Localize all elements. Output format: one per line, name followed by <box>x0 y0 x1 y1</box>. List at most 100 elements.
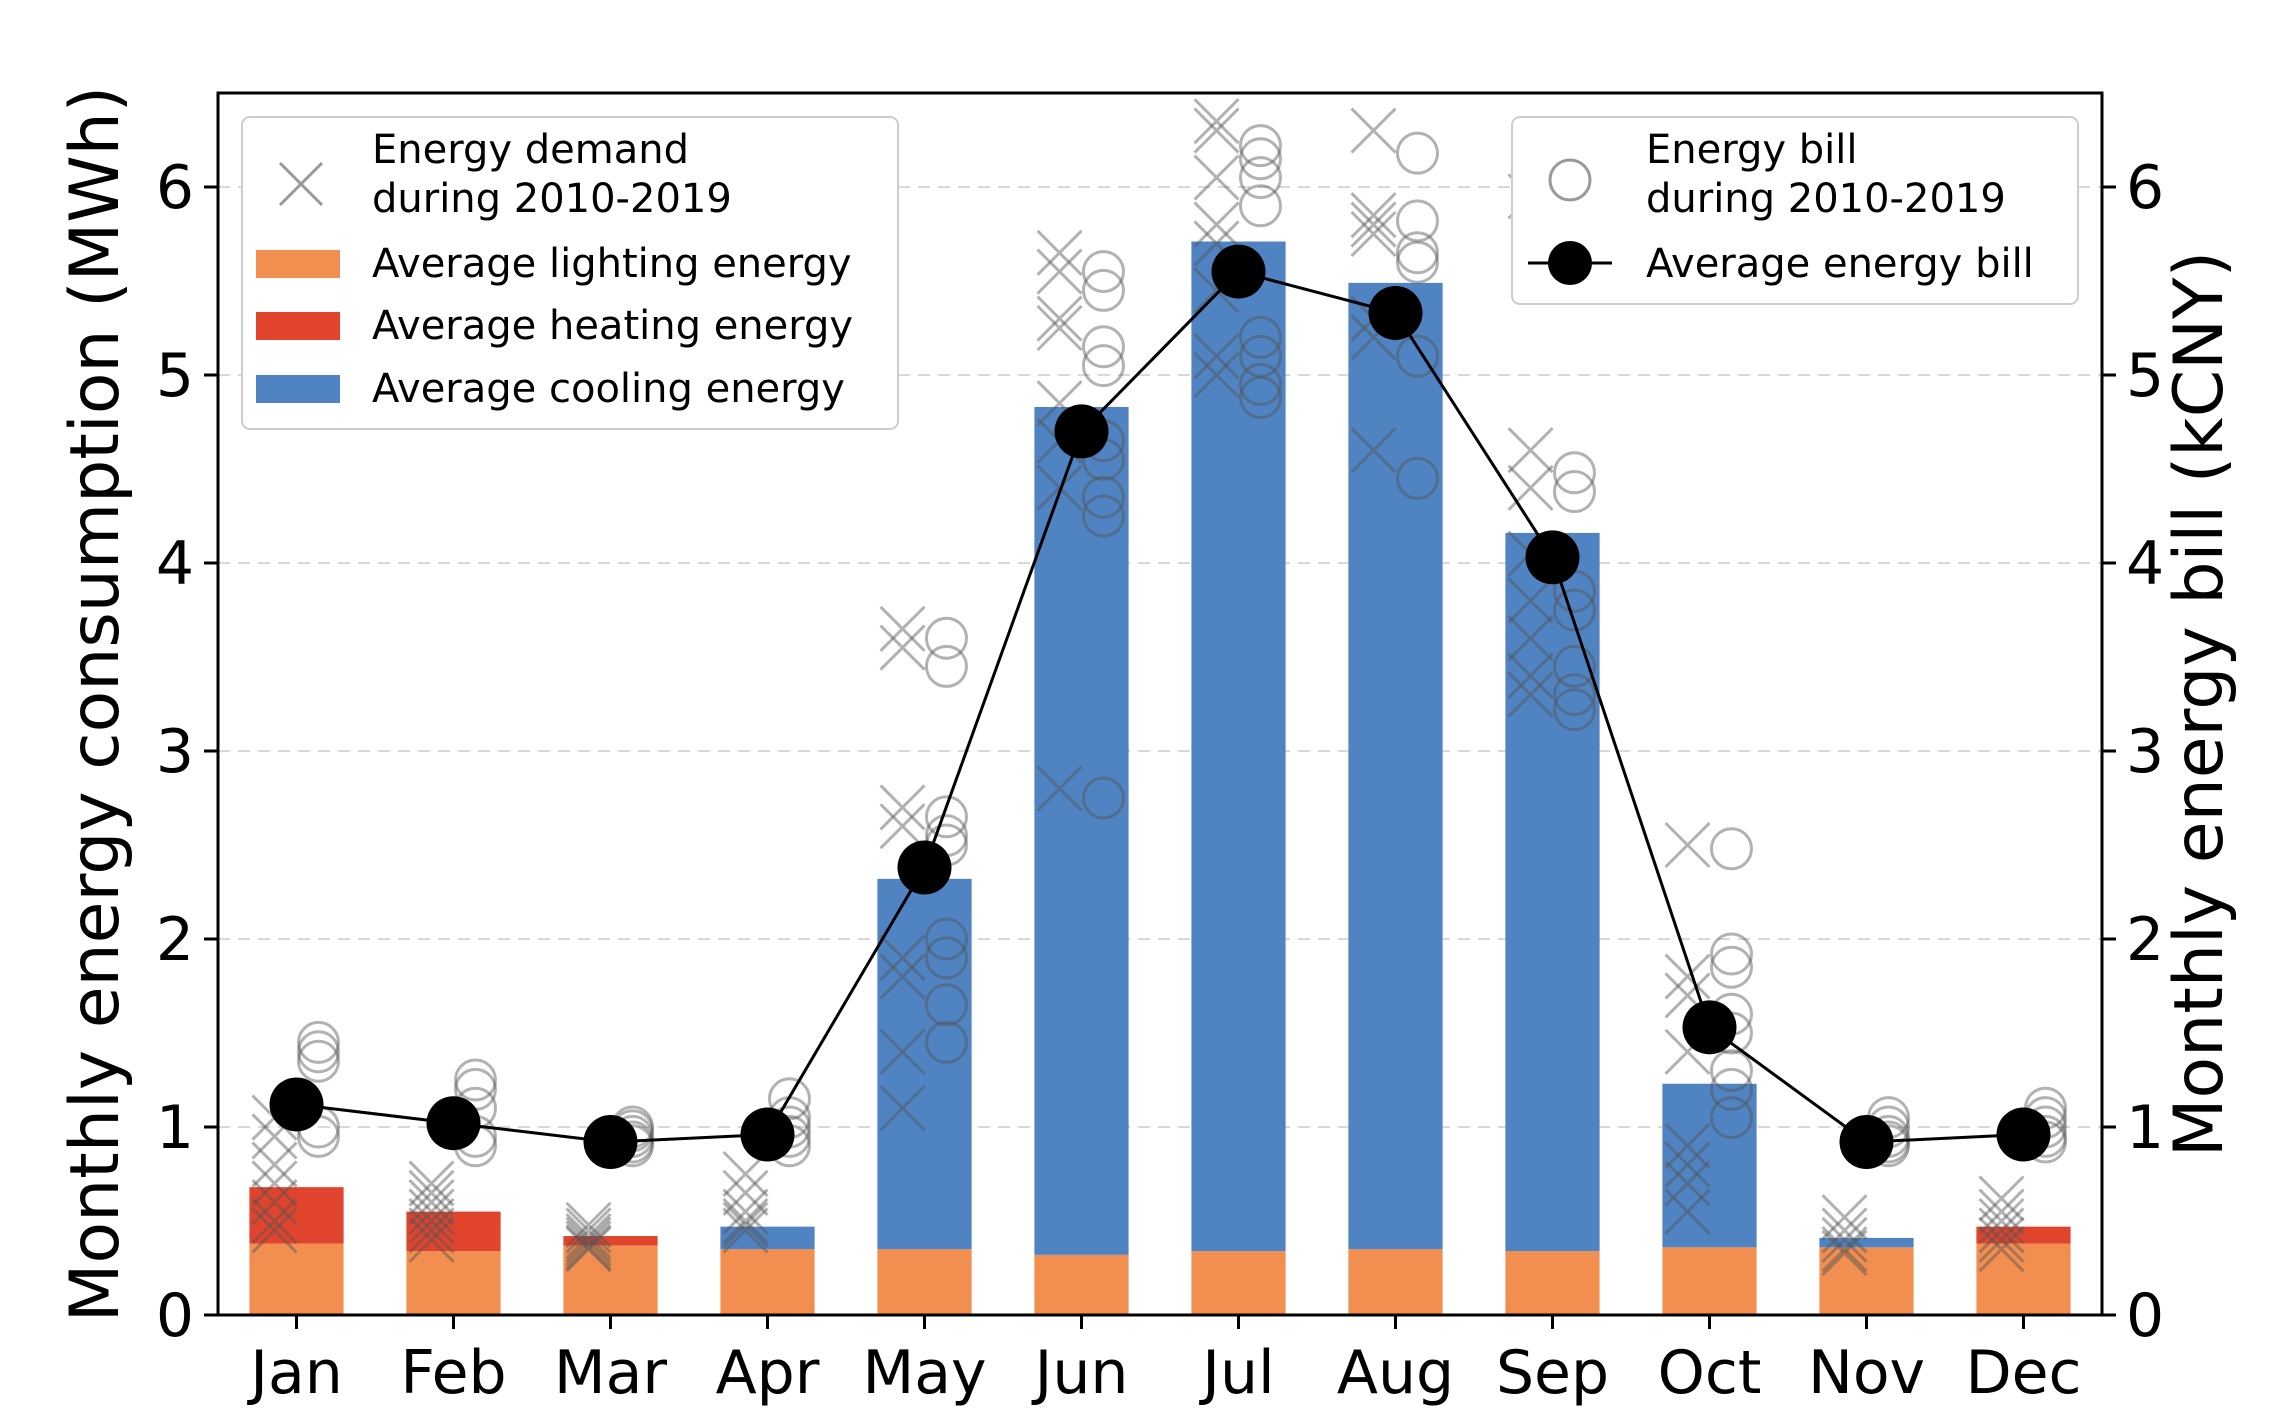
bill-marker <box>1395 131 1439 175</box>
demand-marker-stroke <box>1821 1226 1868 1273</box>
demand-marker <box>879 803 926 850</box>
demand-marker <box>722 1169 769 1216</box>
bar-average-cooling-energy <box>1819 1237 1914 1248</box>
demand-marker <box>1664 821 1711 869</box>
demand-marker <box>1978 1207 2025 1254</box>
demand-marker-stroke <box>408 1207 455 1254</box>
bill-marker <box>1552 673 1596 717</box>
demand-marker-stroke <box>1978 1175 2025 1222</box>
demand-marker-stroke <box>1193 351 1240 399</box>
demand-marker <box>1507 615 1554 662</box>
demand-marker-stroke <box>1664 1160 1711 1207</box>
demand-marker-stroke <box>879 1085 926 1132</box>
demand-marker <box>1036 464 1083 511</box>
bill-marker <box>1395 240 1439 284</box>
bill-marker <box>1709 932 1753 976</box>
demand-marker <box>1664 953 1711 1000</box>
demand-marker <box>879 934 926 981</box>
bar-average-heating-energy <box>406 1211 501 1252</box>
bill-marker <box>1081 494 1125 538</box>
demand-marker-stroke <box>722 1188 769 1235</box>
bill-marker <box>1081 250 1125 294</box>
demand-marker-stroke <box>1193 351 1240 399</box>
bill-marker <box>1081 344 1125 388</box>
demand-marker-stroke <box>722 1201 769 1248</box>
demand-marker-stroke <box>1193 267 1240 314</box>
demand-marker-stroke <box>565 1207 612 1254</box>
x-tick-label: Jul <box>1198 1338 1274 1408</box>
demand-marker-stroke <box>1350 210 1397 258</box>
legend-lighting-swatch <box>256 250 340 278</box>
demand-marker <box>879 784 926 831</box>
bill-marker <box>767 1077 811 1121</box>
demand-marker-stroke <box>722 1197 769 1245</box>
demand-marker <box>1507 427 1554 474</box>
demand-marker-stroke <box>1036 248 1083 295</box>
demand-marker-stroke <box>1821 1207 1868 1254</box>
demand-marker-stroke <box>1350 192 1397 239</box>
demand-marker <box>1350 192 1397 239</box>
demand-marker-stroke <box>1193 154 1240 201</box>
demand-marker-stroke <box>1036 229 1083 276</box>
bill-marker <box>1709 1049 1753 1093</box>
demand-marker-stroke <box>408 1169 455 1216</box>
bill-marker <box>1709 945 1753 989</box>
demand-marker <box>565 1224 612 1271</box>
bill-marker <box>1238 156 1282 200</box>
demand-marker-stroke <box>408 1216 455 1263</box>
demand-marker-stroke <box>722 1169 769 1216</box>
legend-cooling-swatch <box>256 375 340 403</box>
x-tick-label: Oct <box>1658 1338 1762 1408</box>
demand-marker-stroke <box>1978 1175 2025 1222</box>
demand-marker <box>1821 1194 1868 1241</box>
bill-marker <box>1081 268 1125 312</box>
bill-marker <box>1552 451 1596 495</box>
bar-average-cooling-energy <box>877 878 972 1250</box>
demand-marker-stroke <box>1664 1122 1711 1169</box>
demand-marker-stroke <box>1507 671 1554 718</box>
bar-average-lighting-energy <box>1976 1243 2071 1315</box>
demand-marker <box>1507 464 1554 511</box>
demand-marker-stroke <box>1350 427 1397 474</box>
demand-marker-stroke <box>879 934 926 981</box>
avg-bill-point <box>897 840 952 895</box>
legend-lighting-label: Average lighting energy <box>372 241 852 287</box>
bill-marker <box>1081 475 1125 519</box>
bar-average-lighting-energy <box>1662 1247 1757 1315</box>
bar-average-lighting-energy <box>563 1245 658 1315</box>
demand-marker-stroke <box>251 1197 298 1245</box>
bill-marker <box>1238 184 1282 228</box>
demand-marker <box>1507 577 1554 624</box>
demand-marker-stroke <box>1664 1188 1711 1235</box>
demand-marker-stroke <box>251 1141 298 1188</box>
demand-marker <box>1664 1122 1711 1169</box>
legend-right-frame <box>1511 116 2079 305</box>
avg-bill-point <box>1996 1107 2051 1162</box>
bars <box>249 241 2071 1315</box>
bar-average-heating-energy <box>249 1187 344 1244</box>
demand-marker-stroke <box>879 953 926 1000</box>
bar-average-lighting-energy <box>1505 1251 1600 1315</box>
demand-marker <box>1664 1160 1711 1207</box>
demand-marker-stroke <box>408 1197 455 1245</box>
demand-marker-stroke <box>879 1028 926 1075</box>
demand-marker-stroke <box>1507 615 1554 662</box>
bill-marker <box>1709 1067 1753 1111</box>
demand-marker-stroke <box>408 1160 455 1207</box>
demand-marker-stroke <box>408 1197 455 1245</box>
demand-marker-stroke <box>1664 1028 1711 1075</box>
demand-marker <box>1193 333 1240 380</box>
demand-marker-stroke <box>1507 577 1554 624</box>
demand-marker-stroke <box>1350 107 1397 154</box>
avg-bill-point <box>740 1107 795 1162</box>
demand-marker-stroke <box>408 1207 455 1254</box>
demand-marker-stroke <box>879 784 926 831</box>
bar-average-heating-energy <box>563 1236 658 1246</box>
demand-marker-stroke <box>408 1188 455 1235</box>
avg-bill-point <box>583 1115 638 1170</box>
demand-marker-stroke <box>1193 107 1240 154</box>
demand-marker-stroke <box>1507 652 1554 699</box>
demand-marker-stroke <box>1036 765 1083 812</box>
demand-marker <box>722 1201 769 1248</box>
